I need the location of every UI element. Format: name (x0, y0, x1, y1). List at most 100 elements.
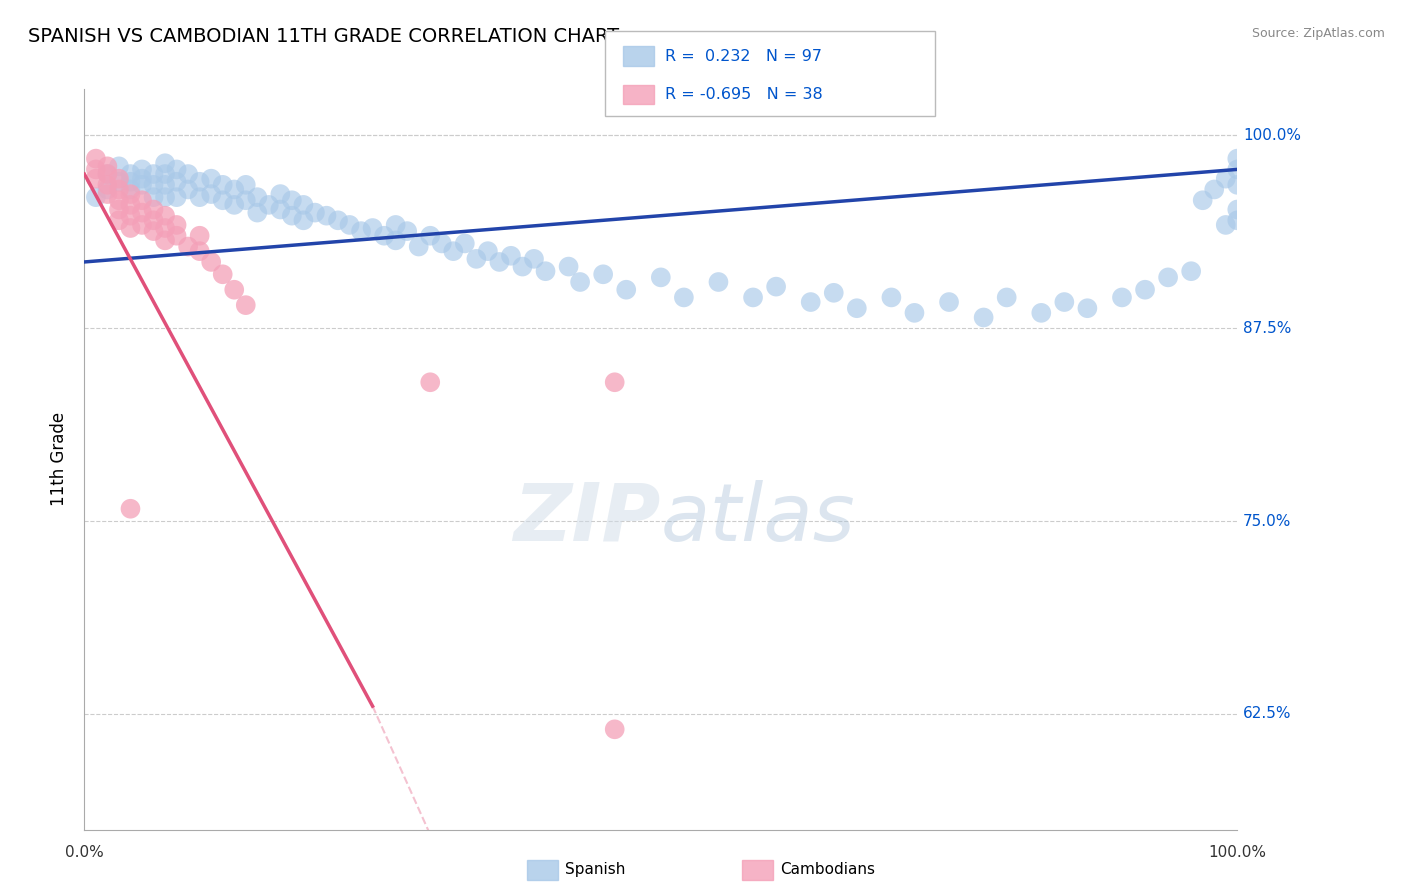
Point (246, 190, 269, 204)
Text: R =  0.232   N = 97: R = 0.232 N = 97 (665, 49, 823, 63)
Point (142, 178, 165, 192)
Point (1111, 290, 1133, 304)
Point (153, 233, 176, 247)
Point (177, 239, 200, 253)
Point (120, 209, 142, 223)
Point (96, 167, 118, 181)
Point (361, 221, 384, 235)
Point (973, 310, 995, 325)
Point (246, 205, 269, 219)
Point (84, 152, 107, 166)
Point (108, 182, 131, 196)
Point (188, 190, 211, 204)
Text: Cambodians: Cambodians (780, 863, 876, 877)
Point (235, 194, 257, 208)
Point (350, 224, 373, 238)
Text: 87.5%: 87.5% (1243, 321, 1292, 335)
Text: 0.0%: 0.0% (65, 845, 104, 860)
Point (512, 260, 534, 274)
Point (603, 376, 626, 390)
Point (1215, 218, 1237, 232)
Point (880, 290, 903, 304)
Point (211, 267, 233, 281)
Point (96, 167, 118, 181)
Point (903, 306, 925, 320)
Y-axis label: 11th Grade: 11th Grade (51, 412, 69, 507)
Point (224, 182, 246, 196)
Point (269, 187, 291, 202)
Point (1191, 194, 1213, 208)
Text: SPANISH VS CAMBODIAN 11TH GRADE CORRELATION CHART: SPANISH VS CAMBODIAN 11TH GRADE CORRELAT… (28, 27, 619, 45)
Point (211, 178, 233, 192)
Point (142, 213, 165, 227)
Point (153, 221, 176, 235)
Point (153, 178, 176, 192)
Point (523, 252, 546, 266)
Point (707, 275, 730, 289)
Point (131, 218, 153, 232)
Point (315, 209, 337, 223)
Point (120, 167, 142, 181)
Text: atlas: atlas (661, 480, 856, 558)
Point (142, 224, 165, 238)
Point (477, 244, 499, 259)
Point (84, 190, 107, 204)
Point (430, 236, 453, 251)
Point (1226, 162, 1249, 177)
Point (211, 194, 233, 208)
Point (938, 295, 960, 310)
Point (281, 209, 304, 223)
Point (96, 178, 118, 192)
Point (120, 187, 142, 202)
Point (177, 167, 200, 181)
Point (188, 244, 211, 259)
Point (96, 187, 118, 202)
Point (373, 228, 395, 243)
Point (200, 171, 222, 186)
Text: 62.5%: 62.5% (1243, 706, 1292, 722)
Point (592, 267, 614, 281)
Point (235, 178, 257, 192)
Point (257, 198, 280, 212)
Point (153, 190, 176, 204)
Point (800, 295, 823, 310)
Point (650, 270, 672, 285)
Point (120, 198, 142, 212)
Point (396, 224, 419, 238)
Point (200, 187, 222, 202)
Point (84, 171, 107, 186)
Point (326, 213, 349, 227)
Point (108, 159, 131, 173)
Point (1133, 283, 1156, 297)
Point (292, 198, 315, 212)
Point (166, 218, 188, 232)
Point (672, 290, 695, 304)
Point (108, 202, 131, 217)
Point (1157, 270, 1180, 285)
Point (269, 202, 291, 217)
Point (153, 167, 176, 181)
Point (131, 178, 153, 192)
Point (120, 221, 142, 235)
Point (1226, 178, 1249, 192)
Point (224, 283, 246, 297)
Point (120, 501, 142, 516)
Point (384, 218, 406, 232)
Point (488, 255, 510, 269)
Text: 75.0%: 75.0% (1243, 514, 1292, 529)
Point (1180, 264, 1202, 278)
Point (614, 283, 637, 297)
Point (1204, 182, 1226, 196)
Point (108, 194, 131, 208)
Point (142, 167, 165, 181)
Point (142, 202, 165, 217)
Point (339, 218, 361, 232)
Point (188, 228, 211, 243)
Point (153, 156, 176, 170)
Point (120, 175, 142, 189)
Point (120, 182, 142, 196)
Point (765, 279, 787, 293)
Text: R = -0.695   N = 38: R = -0.695 N = 38 (665, 87, 823, 102)
Point (188, 175, 211, 189)
Point (419, 228, 441, 243)
